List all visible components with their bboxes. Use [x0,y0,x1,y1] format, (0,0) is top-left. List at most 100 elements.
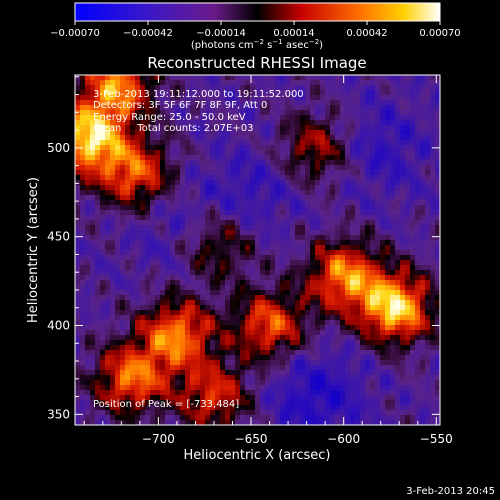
heatmap-cell [430,215,435,220]
heatmap-cell [275,375,280,380]
heatmap-cell [195,325,200,330]
heatmap-cell [275,135,280,140]
heatmap-cell [315,245,320,250]
heatmap-cell [195,340,200,345]
heatmap-cell [345,355,350,360]
heatmap-cell [305,95,310,100]
heatmap-cell [410,230,415,235]
heatmap-cell [305,215,310,220]
heatmap-cell [305,110,310,115]
heatmap-cell [390,380,395,385]
heatmap-cell [75,295,80,300]
heatmap-cell [300,330,305,335]
heatmap-cell [325,395,330,400]
heatmap-cell [270,270,275,275]
heatmap-cell [385,305,390,310]
heatmap-cell [135,340,140,345]
heatmap-cell [255,190,260,195]
heatmap-cell [350,80,355,85]
heatmap-cell [90,335,95,340]
heatmap-cell [205,220,210,225]
heatmap-cell [310,90,315,95]
heatmap-cell [375,250,380,255]
heatmap-cell [315,300,320,305]
heatmap-cell [435,150,440,155]
heatmap-cell [375,195,380,200]
heatmap-cell [395,380,400,385]
heatmap-cell [215,230,220,235]
heatmap-cell [230,155,235,160]
heatmap-cell [135,265,140,270]
heatmap-cell [370,85,375,90]
heatmap-cell [180,380,185,385]
heatmap-cell [435,85,440,90]
heatmap-cell [210,385,215,390]
heatmap-cell [135,385,140,390]
heatmap-cell [365,210,370,215]
heatmap-cell [170,260,175,265]
heatmap-cell [335,75,340,80]
heatmap-cell [210,300,215,305]
heatmap-cell [155,260,160,265]
heatmap-cell [275,360,280,365]
heatmap-cell [360,115,365,120]
heatmap-cell [75,185,80,190]
heatmap-cell [170,130,175,135]
heatmap-cell [385,205,390,210]
heatmap-cell [155,210,160,215]
heatmap-cell [435,275,440,280]
heatmap-cell [285,150,290,155]
heatmap-cell [425,400,430,405]
heatmap-cell [315,315,320,320]
heatmap-cell [150,140,155,145]
heatmap-cell [160,260,165,265]
heatmap-cell [400,120,405,125]
heatmap-cell [290,350,295,355]
heatmap-cell [320,80,325,85]
heatmap-cell [195,290,200,295]
heatmap-cell [175,400,180,405]
heatmap-cell [75,210,80,215]
heatmap-cell [285,90,290,95]
heatmap-cell [295,355,300,360]
heatmap-cell [380,165,385,170]
heatmap-cell [150,180,155,185]
heatmap-cell [380,200,385,205]
heatmap-cell [405,235,410,240]
heatmap-cell [145,265,150,270]
heatmap-cell [290,345,295,350]
heatmap-cell [365,355,370,360]
heatmap-cell [415,95,420,100]
heatmap-cell [405,410,410,415]
heatmap-cell [245,130,250,135]
heatmap-cell [405,395,410,400]
heatmap-cell [85,165,90,170]
heatmap-cell [430,345,435,350]
heatmap-cell [355,105,360,110]
heatmap-cell [325,155,330,160]
heatmap-cell [160,115,165,120]
heatmap-cell [355,240,360,245]
heatmap-cell [405,95,410,100]
heatmap-cell [370,105,375,110]
heatmap-cell [420,385,425,390]
heatmap-cell [380,275,385,280]
heatmap-cell [250,305,255,310]
heatmap-cell [195,165,200,170]
heatmap-cell [125,260,130,265]
heatmap-cell [175,390,180,395]
heatmap-cell [400,145,405,150]
heatmap-cell [265,325,270,330]
heatmap-cell [280,150,285,155]
heatmap-cell [400,230,405,235]
heatmap-cell [330,215,335,220]
heatmap-cell [335,325,340,330]
heatmap-cell [265,410,270,415]
heatmap-cell [400,285,405,290]
heatmap-cell [190,310,195,315]
heatmap-cell [355,410,360,415]
heatmap-cell [315,150,320,155]
heatmap-cell [310,145,315,150]
heatmap-cell [190,215,195,220]
heatmap-cell [155,180,160,185]
